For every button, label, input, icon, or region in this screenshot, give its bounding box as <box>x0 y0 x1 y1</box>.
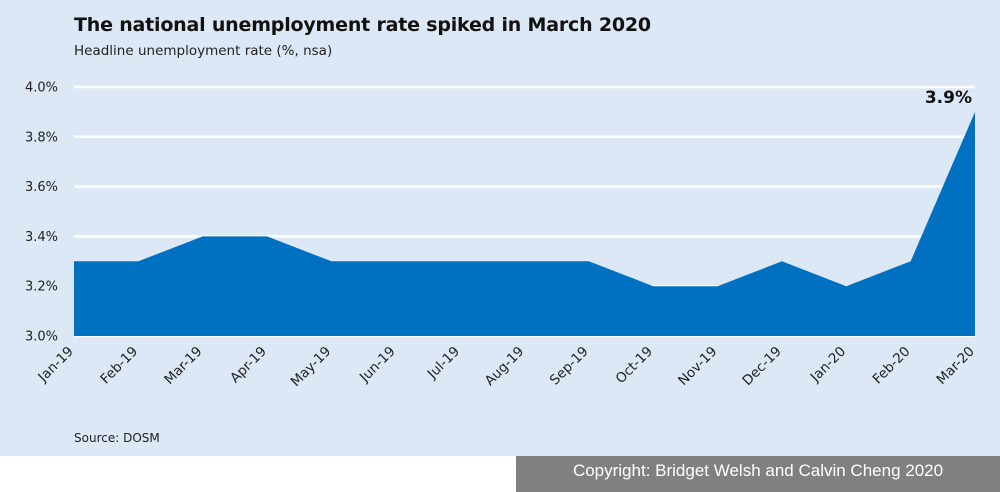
x-tick-label: Feb-19 <box>97 344 141 388</box>
copyright-banner: Copyright: Bridget Welsh and Calvin Chen… <box>516 456 1000 492</box>
y-tick-label: 3.0% <box>25 330 58 345</box>
y-axis-ticks: 3.0% 3.2% 3.4% 3.6% 3.8% 4.0% <box>25 81 58 345</box>
x-tick-label: Jun-19 <box>356 344 399 387</box>
x-tick-label: Jan-20 <box>807 344 849 386</box>
x-tick-label: Dec-19 <box>739 344 784 389</box>
y-tick-label: 3.8% <box>25 130 58 145</box>
y-tick-label: 3.4% <box>25 230 58 245</box>
source-note: Source: DOSM <box>74 431 160 445</box>
chart-subtitle: Headline unemployment rate (%, nsa) <box>74 43 333 59</box>
series-area <box>74 111 975 337</box>
area-series <box>74 111 975 337</box>
chart-title: The national unemployment rate spiked in… <box>74 14 651 36</box>
x-tick-label: Sep-19 <box>547 344 592 389</box>
x-tick-label: Oct-19 <box>613 344 656 387</box>
x-tick-label: May-19 <box>288 344 334 390</box>
y-tick-label: 4.0% <box>25 81 58 96</box>
y-tick-label: 3.2% <box>25 280 58 295</box>
x-tick-label: Mar-20 <box>934 344 978 388</box>
x-axis-ticks: Jan-19 Feb-19 Mar-19 Apr-19 May-19 Jun-19 Jul-… <box>34 344 977 390</box>
x-tick-label: Jan-19 <box>34 344 76 386</box>
chart-panel <box>0 0 1000 456</box>
area-chart: 3.0% 3.2% 3.4% 3.6% 3.8% 4.0% Jan-19 Feb-19 Mar… <box>25 81 978 390</box>
annotations: 3.9% <box>925 88 972 108</box>
x-tick-label: Apr-19 <box>227 344 270 387</box>
x-tick-label: Nov-19 <box>675 344 720 389</box>
x-tick-label: Feb-20 <box>870 344 914 388</box>
x-tick-label: Mar-19 <box>161 344 205 388</box>
x-tick-label: Aug-19 <box>482 344 528 390</box>
data-label: 3.9% <box>925 88 972 108</box>
y-tick-label: 3.6% <box>25 180 58 195</box>
x-tick-label: Jul-19 <box>424 344 463 383</box>
